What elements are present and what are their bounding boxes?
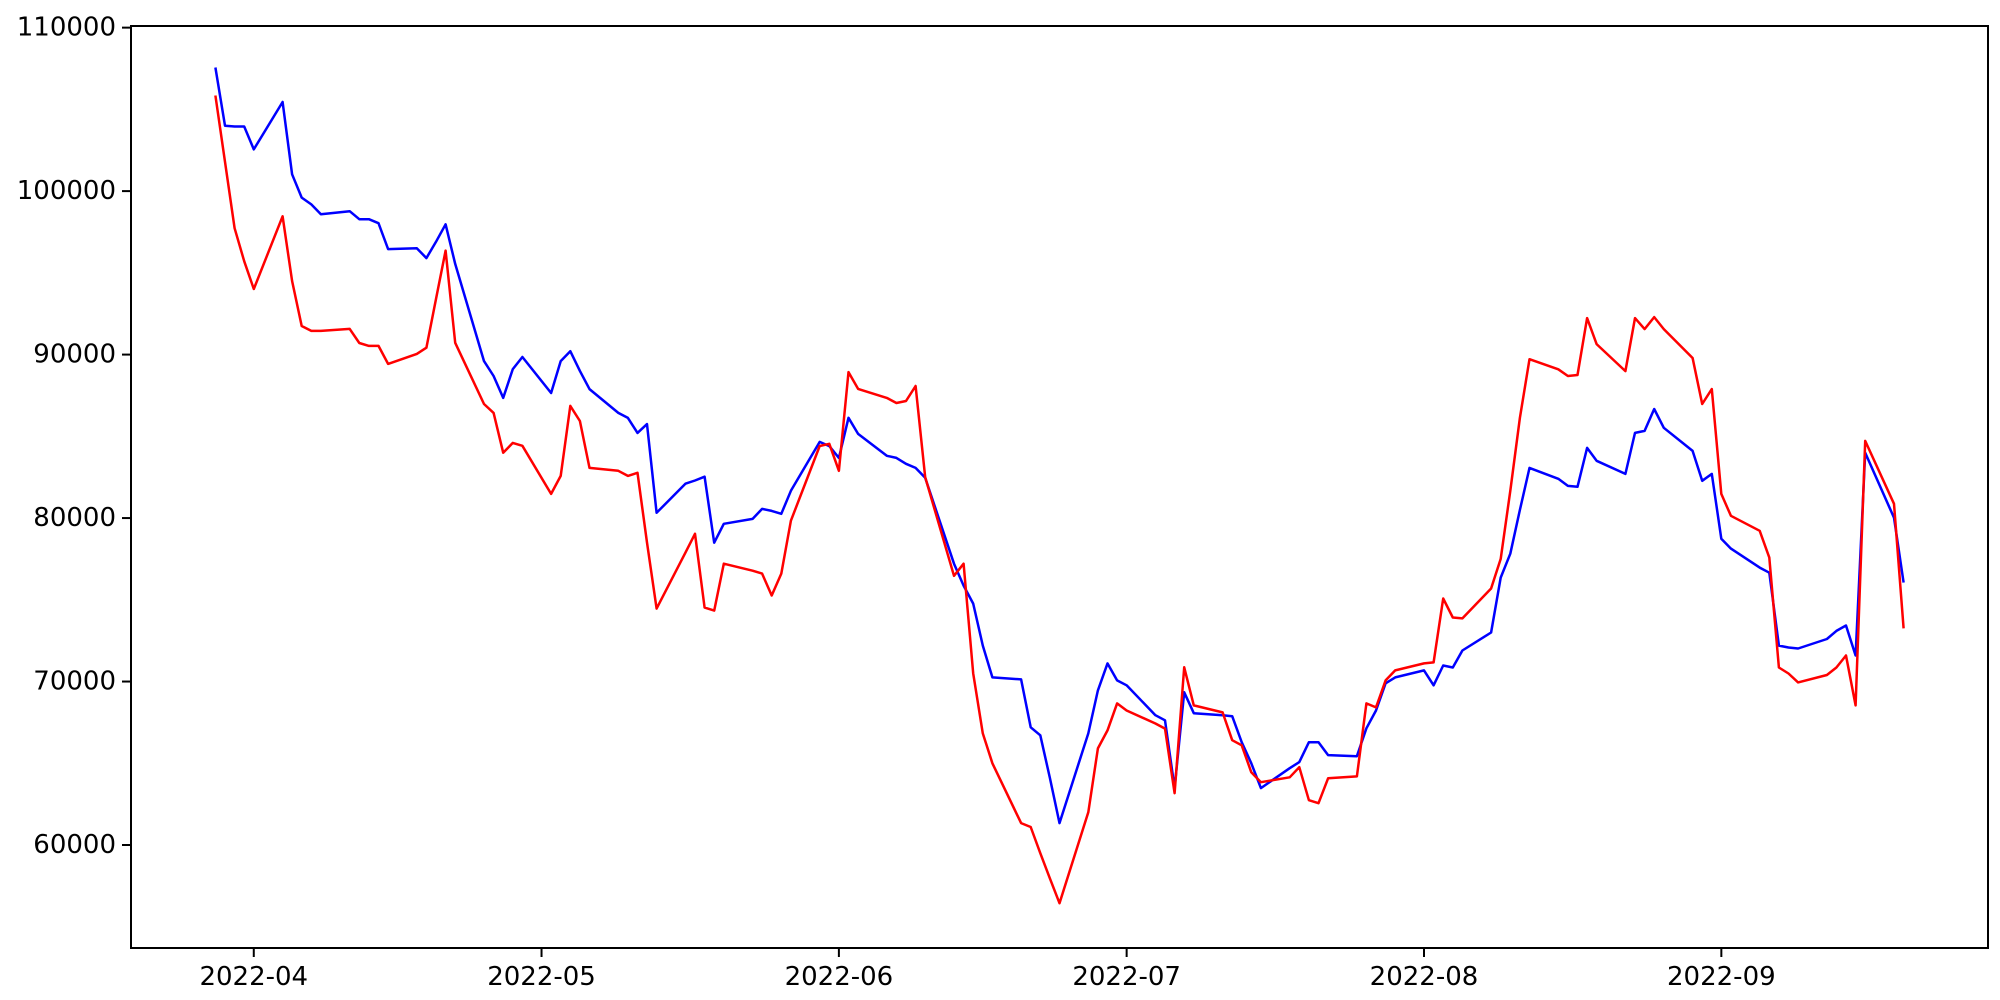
x-tick-label: 2022-07 <box>1072 962 1181 992</box>
x-tick-label: 2022-04 <box>199 962 308 992</box>
blue-series-line <box>214 67 1905 825</box>
x-tick-label: 2022-05 <box>487 962 596 992</box>
y-tick-label: 70000 <box>33 667 116 697</box>
y-tick-label: 60000 <box>33 830 116 860</box>
x-tick-label: 2022-09 <box>1667 962 1776 992</box>
x-tick-label: 2022-06 <box>785 962 894 992</box>
x-tick-label: 2022-08 <box>1370 962 1479 992</box>
red-series-line <box>214 95 1905 905</box>
y-tick-label: 110000 <box>17 13 116 43</box>
y-tick-label: 90000 <box>33 340 116 370</box>
y-tick-label: 80000 <box>33 503 116 533</box>
plot-area <box>130 25 1989 949</box>
y-tick-label: 100000 <box>17 176 116 206</box>
